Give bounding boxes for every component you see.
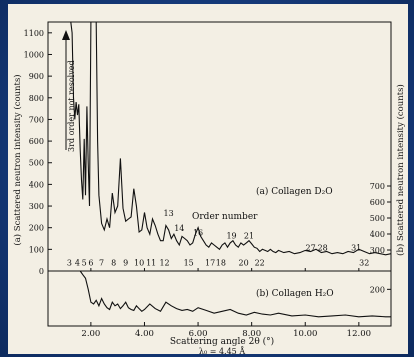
annotation-arrow-head bbox=[62, 30, 70, 40]
order-number: 31 bbox=[351, 243, 361, 252]
axes-ticks: 0 100 200 300 400 500 600 700 800 900 1000 1100 300 4… bbox=[24, 29, 391, 339]
y-tick-label-left: 900 bbox=[29, 72, 44, 81]
series-label-h2o: (b) Collagen H₂O bbox=[256, 288, 334, 299]
order-number: 10 bbox=[134, 259, 144, 268]
order-number: 12 bbox=[159, 259, 169, 268]
order-number: 21 bbox=[244, 232, 254, 241]
y-tick-label-left: 500 bbox=[29, 159, 44, 168]
x-tick-label: 6.00 bbox=[189, 329, 208, 339]
y-tick-label-left: 800 bbox=[29, 94, 44, 103]
y-axis-title-right: (b) Scattered neutron intensity (counts) bbox=[395, 84, 406, 256]
order-number: 7 bbox=[99, 259, 104, 268]
y-tick-label-left: 300 bbox=[29, 202, 44, 211]
y-tick-label-right: 700 bbox=[370, 182, 385, 191]
y-tick-label-right: 300 bbox=[370, 246, 385, 255]
y-tick-label-left: 600 bbox=[29, 137, 44, 146]
x-tick-label: 4.00 bbox=[135, 329, 154, 339]
y-tick-label-left: 400 bbox=[29, 180, 44, 189]
order-number: 11 bbox=[146, 259, 156, 268]
y-tick-label-left: 700 bbox=[29, 115, 44, 124]
annotation-text: 3rd order not resolved bbox=[67, 60, 76, 152]
order-number: 22 bbox=[255, 259, 265, 268]
lower-plot-frame bbox=[47, 270, 392, 327]
y-tick-label-left: 0 bbox=[39, 267, 44, 276]
order-number: 4 bbox=[75, 259, 80, 268]
y-tick-label-right-lower: 200 bbox=[370, 285, 385, 294]
order-number: 8 bbox=[111, 259, 116, 268]
y-tick-label-right: 400 bbox=[370, 230, 385, 239]
series-label-d2o: (a) Collagen D₂O bbox=[256, 186, 333, 197]
order-number-label: Order number bbox=[192, 212, 258, 222]
order-number: 32 bbox=[359, 259, 369, 268]
y-tick-label-left: 1000 bbox=[24, 50, 44, 59]
order-number: 20 bbox=[239, 259, 249, 268]
order-number: 13 bbox=[163, 209, 173, 218]
order-number: 19 bbox=[226, 232, 236, 241]
order-number: 18 bbox=[216, 259, 226, 268]
x-tick-label: 12.00 bbox=[347, 329, 371, 339]
order-number: 14 bbox=[174, 224, 184, 233]
order-number: 5 bbox=[82, 259, 87, 268]
order-number: 17 bbox=[205, 259, 215, 268]
order-number: 27 bbox=[306, 243, 316, 252]
order-number: 16 bbox=[193, 228, 203, 237]
x-tick-label: 2.00 bbox=[81, 329, 100, 339]
y-tick-label-left: 200 bbox=[29, 224, 44, 233]
series-line-h2o bbox=[79, 270, 391, 318]
y-tick-label-left: 100 bbox=[29, 245, 44, 254]
figure-panel bbox=[8, 4, 408, 354]
x-tick-label: 10.00 bbox=[293, 329, 317, 339]
order-number: 3 bbox=[67, 259, 72, 268]
y-tick-label-right: 500 bbox=[370, 214, 385, 223]
order-number: 28 bbox=[318, 243, 328, 252]
x-axis-title: Scattering angle 2θ (°) bbox=[170, 336, 274, 347]
order-number: 6 bbox=[88, 259, 93, 268]
order-number: 15 bbox=[184, 259, 194, 268]
y-tick-label-right: 600 bbox=[370, 198, 385, 207]
y-axis-title-left: (a) Scattered neutron intensity (counts) bbox=[12, 74, 23, 245]
x-tick-label: 8.00 bbox=[242, 329, 261, 339]
wavelength-label: λ₀ = 4.45 Å bbox=[199, 347, 245, 356]
order-number: 9 bbox=[123, 259, 128, 268]
series-line-d2o bbox=[70, 21, 392, 256]
y-tick-label-left: 1100 bbox=[24, 29, 44, 38]
